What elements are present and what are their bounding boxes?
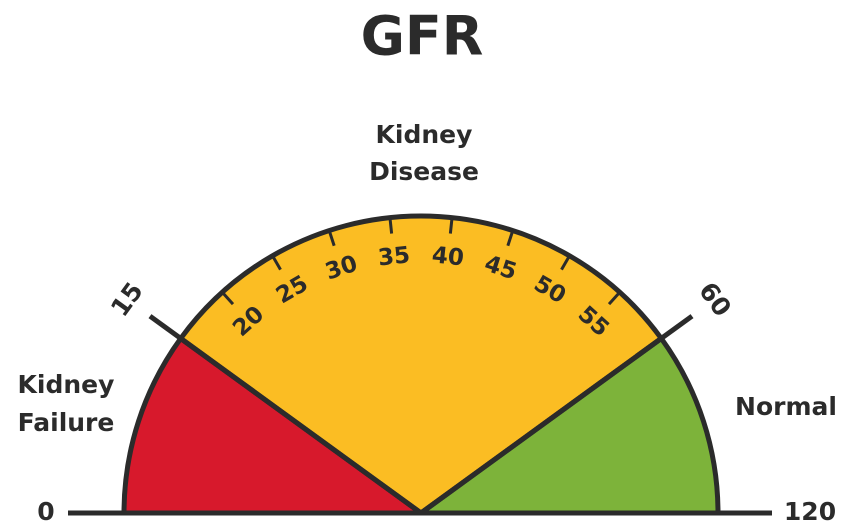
segment-label: Normal <box>735 392 837 421</box>
wedges <box>121 213 721 516</box>
tick-label: 0 <box>37 497 54 526</box>
segment <box>418 335 721 516</box>
tick-mark <box>607 291 621 306</box>
tick-mark <box>506 230 515 247</box>
tick-mark <box>221 291 235 306</box>
tick-label: 15 <box>105 277 149 322</box>
tick-mark <box>388 217 394 234</box>
tick-label: 120 <box>784 497 836 526</box>
tick-mark <box>448 217 454 234</box>
tick-label: 60 <box>693 277 737 322</box>
segment <box>178 213 664 516</box>
tick-mark <box>327 230 336 247</box>
segment <box>121 335 424 516</box>
tick-label: 40 <box>431 242 466 271</box>
segment-label: Failure <box>18 408 115 437</box>
segment-label: Disease <box>369 157 479 186</box>
boundary-line <box>419 314 694 516</box>
boundary-line <box>148 314 423 516</box>
segment-label: Kidney <box>376 120 473 149</box>
tick-marks <box>148 217 694 516</box>
title: GFR <box>361 5 484 68</box>
segment-label: Kidney <box>18 370 115 399</box>
tick-mark <box>271 255 282 271</box>
tick-label: 35 <box>377 242 412 271</box>
tick-mark <box>560 255 571 271</box>
